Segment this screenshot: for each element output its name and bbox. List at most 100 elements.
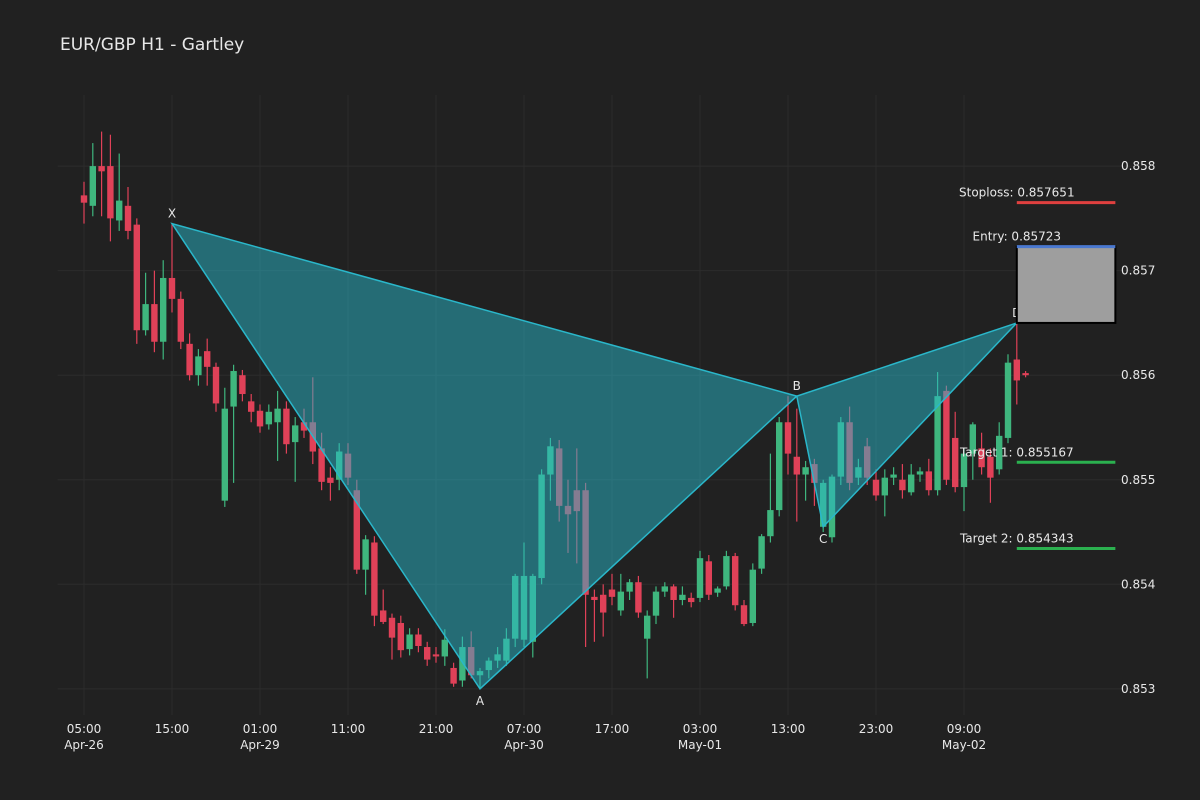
candle-body <box>362 539 369 570</box>
y-tick-label: 0.857 <box>1121 264 1155 278</box>
candle-body <box>969 424 976 454</box>
candle-body <box>221 408 228 501</box>
candle-body <box>670 586 677 600</box>
candle-body <box>80 195 88 203</box>
candle-body <box>239 375 246 395</box>
candle-body <box>705 561 712 595</box>
chart-title: EUR/GBP H1 - Gartley <box>60 35 244 55</box>
candle-body <box>459 647 466 681</box>
candle-body <box>600 594 607 613</box>
candle-body <box>168 277 176 299</box>
candle-body <box>740 605 748 625</box>
pattern-point-label: B <box>793 379 801 393</box>
candle-body <box>116 200 123 221</box>
candle-body <box>617 591 624 611</box>
candle-body <box>987 456 994 478</box>
level-label: Target 2: 0.854343 <box>959 531 1074 545</box>
candle-body <box>450 667 457 684</box>
candle-body <box>679 594 686 600</box>
y-tick-label: 0.856 <box>1121 368 1155 382</box>
candle-body <box>943 390 950 480</box>
candle-body <box>432 654 440 657</box>
pattern-point-label: X <box>168 207 176 221</box>
candle-body <box>696 558 704 598</box>
candle-body <box>960 453 968 488</box>
candle-body <box>934 396 941 491</box>
candle-body <box>186 343 193 376</box>
x-tick-label: 01:00 Apr-29 <box>240 722 280 752</box>
candle-body <box>160 277 167 342</box>
level-label: Entry: 0.85723 <box>973 230 1062 244</box>
candle-body <box>327 477 334 483</box>
candle-body <box>644 615 651 639</box>
candle-body <box>899 479 906 491</box>
x-tick-label: 03:00 May-01 <box>678 722 722 752</box>
candle-body <box>292 425 299 443</box>
x-tick-label: 21:00 <box>419 722 454 736</box>
candle-body <box>274 408 281 423</box>
x-tick-label: 11:00 <box>331 722 366 736</box>
pattern-bcd <box>795 322 1018 529</box>
candle-body <box>415 634 422 646</box>
candle-body <box>872 479 880 496</box>
candle-body <box>230 371 237 407</box>
candle-body <box>802 467 809 475</box>
candle-body <box>793 456 800 475</box>
candle-body <box>388 617 396 638</box>
x-tick-label: 13:00 <box>771 722 806 736</box>
entry-box <box>1015 245 1117 324</box>
candle-body <box>424 647 431 660</box>
candle-body <box>441 639 448 657</box>
candle-body <box>661 586 668 592</box>
candle-body <box>881 477 888 496</box>
candle-body <box>283 408 290 445</box>
candle-body <box>758 536 765 569</box>
candle-body <box>635 582 642 613</box>
candle-body <box>776 422 783 511</box>
level-label: Target 1: 0.855167 <box>959 445 1074 459</box>
candle-body <box>204 351 211 367</box>
x-tick-label: 09:00 May-02 <box>942 722 986 752</box>
x-tick-label: 15:00 <box>155 722 190 736</box>
candle-body <box>300 422 308 431</box>
candle-body <box>318 448 325 482</box>
candle-body <box>124 205 132 231</box>
candle-body <box>608 589 616 597</box>
candle-body <box>1004 362 1012 438</box>
y-tick-label: 0.854 <box>1121 577 1155 591</box>
candle-body <box>978 448 985 468</box>
candle-body <box>353 490 360 570</box>
candle-body <box>714 588 721 593</box>
candle-body <box>380 610 387 622</box>
y-tick-label: 0.858 <box>1121 159 1155 173</box>
candle-body <box>212 366 220 404</box>
candle-body <box>107 166 114 219</box>
candle-body <box>925 471 932 491</box>
candle-body <box>996 435 1003 470</box>
candle-body <box>151 304 158 342</box>
candle-body <box>908 474 915 493</box>
pattern-point-label: A <box>476 694 485 708</box>
candle-body <box>916 471 924 475</box>
candle-body <box>406 634 413 650</box>
x-tick-label: 23:00 <box>859 722 894 736</box>
candle-body <box>767 510 774 537</box>
x-tick-label: 07:00 Apr-30 <box>504 722 544 752</box>
pattern-point-label: C <box>819 532 827 546</box>
candle-body <box>784 422 792 454</box>
candle-body <box>591 596 598 600</box>
y-tick-label: 0.855 <box>1121 473 1155 487</box>
candle-body <box>723 556 730 587</box>
candle-body <box>98 166 105 172</box>
candle-body <box>256 410 264 427</box>
x-tick-label: 05:00 Apr-26 <box>64 722 104 752</box>
candle-body <box>397 622 404 651</box>
candle-body <box>1022 373 1029 376</box>
candle-body <box>749 569 756 623</box>
candle-body <box>952 437 959 488</box>
candle-body <box>248 401 255 412</box>
candle-body <box>1013 359 1020 381</box>
candle-body <box>626 582 633 592</box>
